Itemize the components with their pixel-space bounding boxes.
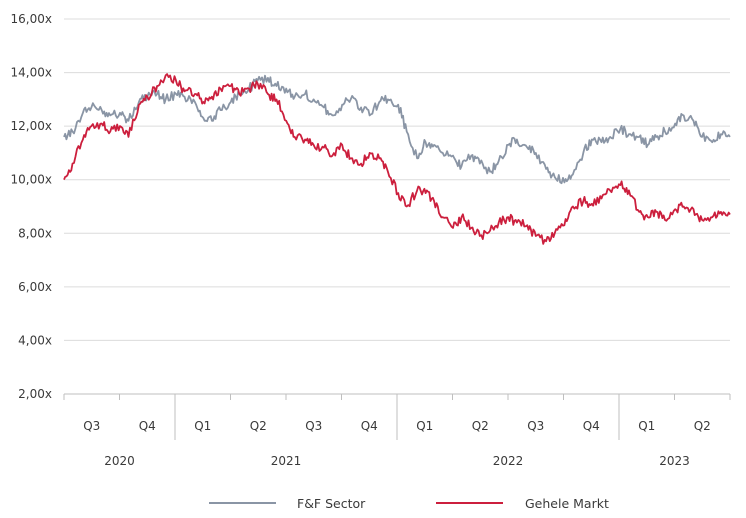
x-quarter-label: Q1 <box>194 419 211 433</box>
x-quarter-label: Q3 <box>83 419 100 433</box>
x-quarter-label: Q2 <box>472 419 489 433</box>
series-line-f-f-sector <box>63 74 731 185</box>
x-year-label: 2021 <box>271 454 302 468</box>
y-tick-label: 8,00x <box>18 226 52 240</box>
y-tick-label: 12,00x <box>11 119 52 133</box>
series-line-gehele-markt <box>63 73 731 245</box>
series-lines <box>63 73 731 245</box>
x-quarter-label: Q4 <box>583 419 600 433</box>
legend-label-ff-sector: F&F Sector <box>297 496 366 511</box>
x-quarter-label: Q1 <box>416 419 433 433</box>
x-quarter-label: Q2 <box>250 419 267 433</box>
x-quarter-label: Q1 <box>638 419 655 433</box>
x-quarter-label: Q3 <box>527 419 544 433</box>
legend-label-gehele-markt: Gehele Markt <box>525 496 609 511</box>
y-tick-label: 10,00x <box>11 173 52 187</box>
x-year-label: 2023 <box>659 454 690 468</box>
x-year-label: 2020 <box>104 454 135 468</box>
y-tick-label: 2,00x <box>18 387 52 401</box>
x-quarter-label: Q2 <box>694 419 711 433</box>
y-axis-ticks: 2,00x 4,00x 6,00x 8,00x 10,00x 12,00x 14,00x 16… <box>11 12 52 401</box>
x-quarter-label: Q3 <box>305 419 322 433</box>
x-year-label: 2022 <box>493 454 524 468</box>
x-quarter-label: Q4 <box>361 419 378 433</box>
x-axis: Q3 Q4 Q1 Q2 Q3 Q4 Q1 Q2 Q3 Q4 Q1 Q2 2020 2021 2022 2023 <box>63 394 731 468</box>
y-tick-label: 14,00x <box>11 66 52 80</box>
legend: F&F Sector Gehele Markt <box>209 496 609 511</box>
gridlines <box>64 18 730 395</box>
y-tick-label: 4,00x <box>18 333 52 347</box>
x-quarter-label: Q4 <box>139 419 156 433</box>
y-tick-label: 6,00x <box>18 280 52 294</box>
y-tick-label: 16,00x <box>11 12 52 26</box>
